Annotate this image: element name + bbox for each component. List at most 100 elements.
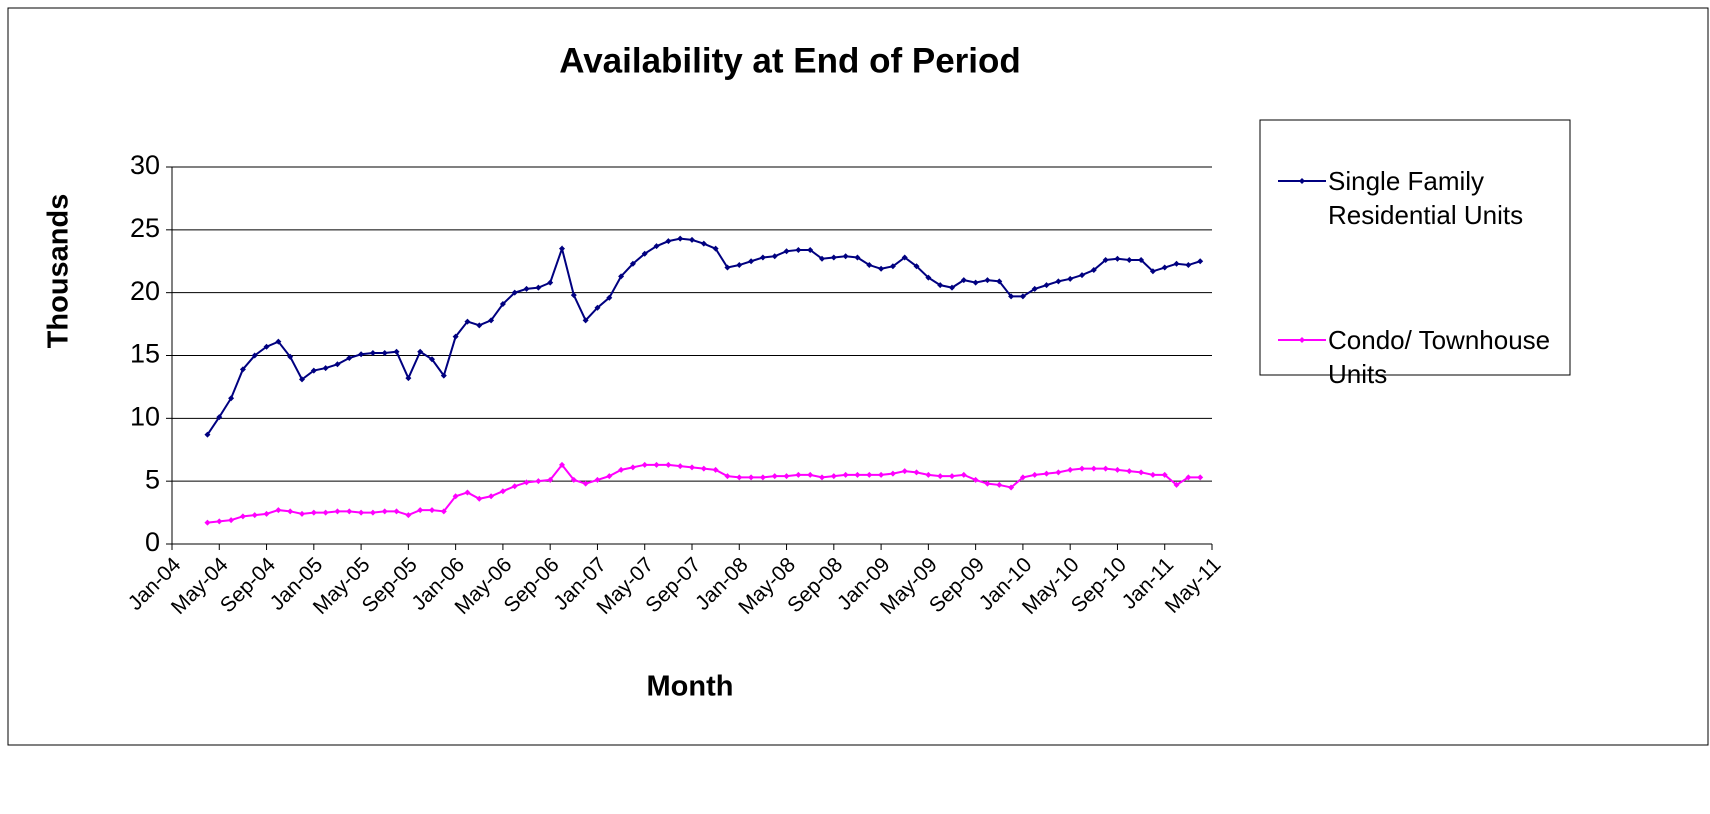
- data-point: [570, 292, 577, 299]
- data-point: [925, 471, 932, 478]
- data-point: [618, 466, 625, 473]
- y-tick-label: 20: [130, 276, 160, 306]
- data-point: [464, 318, 471, 325]
- data-point: [984, 277, 991, 284]
- data-point: [570, 476, 577, 483]
- data-point: [452, 333, 459, 340]
- data-point: [689, 464, 695, 471]
- data-point: [866, 471, 873, 478]
- data-point: [369, 509, 376, 516]
- data-point: [346, 508, 353, 515]
- data-point: [807, 471, 814, 478]
- data-point: [582, 480, 589, 487]
- data-point: [653, 243, 660, 250]
- data-point: [1149, 268, 1156, 275]
- data-point: [736, 474, 743, 481]
- data-point: [1102, 465, 1109, 472]
- data-point: [594, 476, 601, 483]
- y-tick-label: 30: [130, 150, 160, 180]
- legend-box: [1259, 119, 1571, 376]
- data-point: [665, 461, 672, 468]
- data-point: [724, 473, 731, 480]
- legend-entry: Condo/ Townhouse Units: [1328, 325, 1551, 389]
- data-point: [878, 471, 885, 478]
- data-point: [606, 294, 613, 301]
- data-point: [748, 474, 755, 481]
- data-point: [1031, 471, 1038, 478]
- data-point: [287, 508, 294, 515]
- data-point: [677, 463, 684, 470]
- data-point: [819, 255, 825, 262]
- data-point: [204, 431, 211, 438]
- data-point: [913, 263, 920, 270]
- data-point: [641, 461, 648, 468]
- data-point: [819, 474, 825, 481]
- data-point: [334, 508, 341, 515]
- data-point: [1114, 255, 1121, 262]
- data-point: [405, 375, 412, 382]
- data-point: [913, 469, 920, 476]
- data-point: [263, 343, 270, 350]
- data-point: [759, 474, 766, 481]
- data-point: [783, 473, 790, 480]
- data-point: [594, 304, 601, 311]
- data-point: [523, 285, 530, 292]
- data-point: [299, 510, 305, 517]
- data-point: [937, 473, 944, 480]
- data-point: [842, 253, 849, 260]
- data-point: [1185, 474, 1192, 481]
- data-point: [310, 509, 317, 516]
- data-point: [901, 254, 908, 261]
- data-point: [1090, 267, 1097, 274]
- legend-marker: [1299, 337, 1305, 343]
- data-point: [1173, 260, 1180, 267]
- data-point: [429, 356, 435, 363]
- y-tick-label: 0: [145, 527, 160, 557]
- data-point: [464, 489, 471, 496]
- data-point: [523, 479, 530, 486]
- data-point: [1055, 469, 1062, 476]
- data-point: [1067, 275, 1074, 282]
- data-point: [476, 495, 483, 502]
- data-point: [653, 461, 660, 468]
- data-point: [239, 366, 246, 373]
- data-point: [1185, 262, 1192, 269]
- data-point: [972, 476, 979, 483]
- data-point: [700, 240, 707, 247]
- data-point: [641, 250, 648, 257]
- data-point: [1161, 264, 1168, 271]
- data-point: [322, 509, 329, 516]
- data-point: [535, 478, 542, 485]
- data-point: [417, 348, 424, 355]
- data-point: [429, 507, 435, 514]
- data-point: [1114, 466, 1121, 473]
- data-point: [346, 355, 353, 362]
- data-point: [665, 238, 672, 245]
- data-point: [381, 508, 388, 515]
- data-point: [369, 349, 376, 356]
- data-point: [251, 352, 258, 359]
- legend-label: Condo/ Townhouse Units: [1328, 325, 1551, 389]
- data-point: [204, 519, 211, 526]
- data-point: [488, 317, 495, 324]
- legend-marker: [1299, 178, 1305, 184]
- data-point: [629, 464, 636, 471]
- data-point: [559, 245, 565, 252]
- legend-label: Single Family Residential Units: [1328, 166, 1524, 230]
- data-point: [807, 246, 814, 253]
- data-point: [842, 471, 849, 478]
- data-point: [417, 507, 424, 514]
- data-point: [1043, 470, 1050, 477]
- data-point: [783, 248, 790, 255]
- data-point: [629, 260, 636, 267]
- data-point: [1161, 471, 1168, 478]
- data-point: [1031, 285, 1038, 292]
- data-point: [937, 282, 944, 289]
- data-point: [795, 246, 802, 253]
- data-point: [1043, 282, 1050, 289]
- data-point: [996, 481, 1003, 488]
- data-point: [996, 278, 1003, 285]
- data-point: [275, 507, 282, 514]
- data-point: [925, 274, 932, 281]
